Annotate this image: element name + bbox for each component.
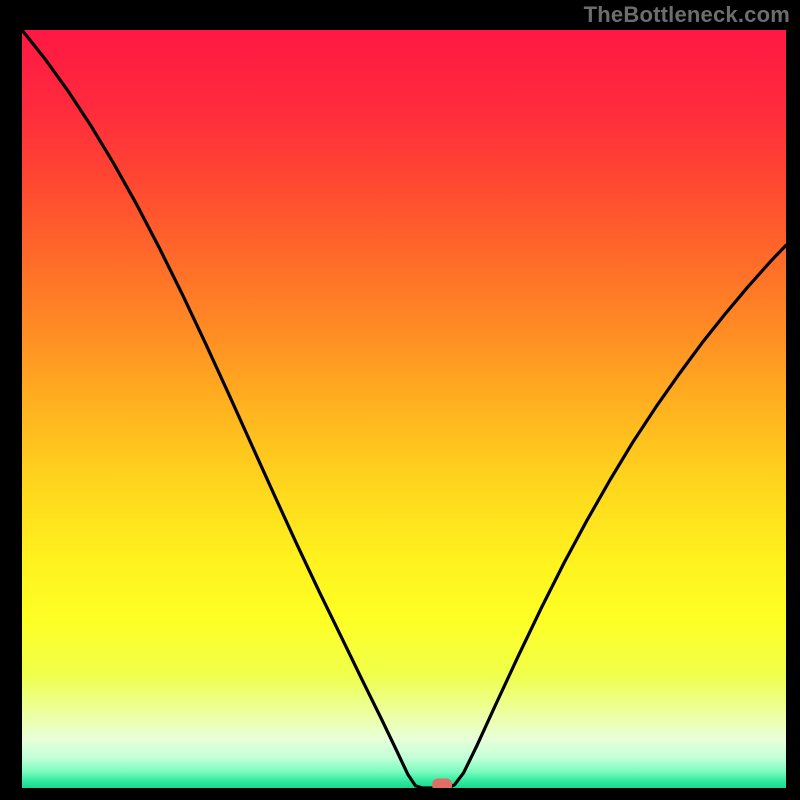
bottleneck-chart [22, 30, 786, 788]
watermark-text: TheBottleneck.com [584, 2, 790, 28]
chart-frame: TheBottleneck.com [0, 0, 800, 800]
optimal-point-marker [432, 778, 452, 788]
chart-background [22, 30, 786, 788]
